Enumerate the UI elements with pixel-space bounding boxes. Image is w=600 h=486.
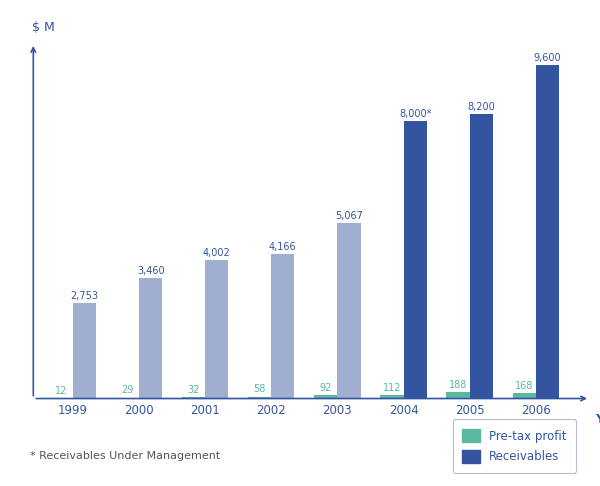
Text: 4,002: 4,002 [203,247,230,258]
Bar [536,65,559,399]
Bar [337,223,361,399]
Bar [470,114,493,399]
Text: 8,200: 8,200 [467,102,495,112]
Text: YEAR: YEAR [595,413,600,426]
Text: $ M: $ M [32,21,55,34]
Text: 4,166: 4,166 [269,242,296,252]
Text: 92: 92 [320,383,332,393]
Bar [205,260,229,399]
Text: 188: 188 [449,380,467,390]
Bar [512,393,536,399]
Text: 29: 29 [121,385,134,396]
Text: 9,600: 9,600 [533,53,561,63]
Text: 2,753: 2,753 [71,291,98,301]
Text: 58: 58 [254,384,266,395]
Text: * Receivables Under Management: * Receivables Under Management [30,451,220,461]
Bar [314,395,337,399]
Text: 32: 32 [187,385,200,395]
Text: 112: 112 [383,382,401,393]
Bar [116,398,139,399]
Bar [446,392,470,399]
Legend: Pre-tax profit, Receivables: Pre-tax profit, Receivables [452,419,576,473]
Bar [139,278,162,399]
Bar [73,303,96,399]
Bar [271,254,295,399]
Text: 5,067: 5,067 [335,210,363,221]
Text: 12: 12 [55,386,68,396]
Bar [248,397,271,399]
Text: 3,460: 3,460 [137,266,164,277]
Bar [404,121,427,399]
Bar [380,395,404,399]
Bar [182,398,205,399]
Text: 168: 168 [515,381,533,391]
Text: 8,000*: 8,000* [399,109,431,119]
